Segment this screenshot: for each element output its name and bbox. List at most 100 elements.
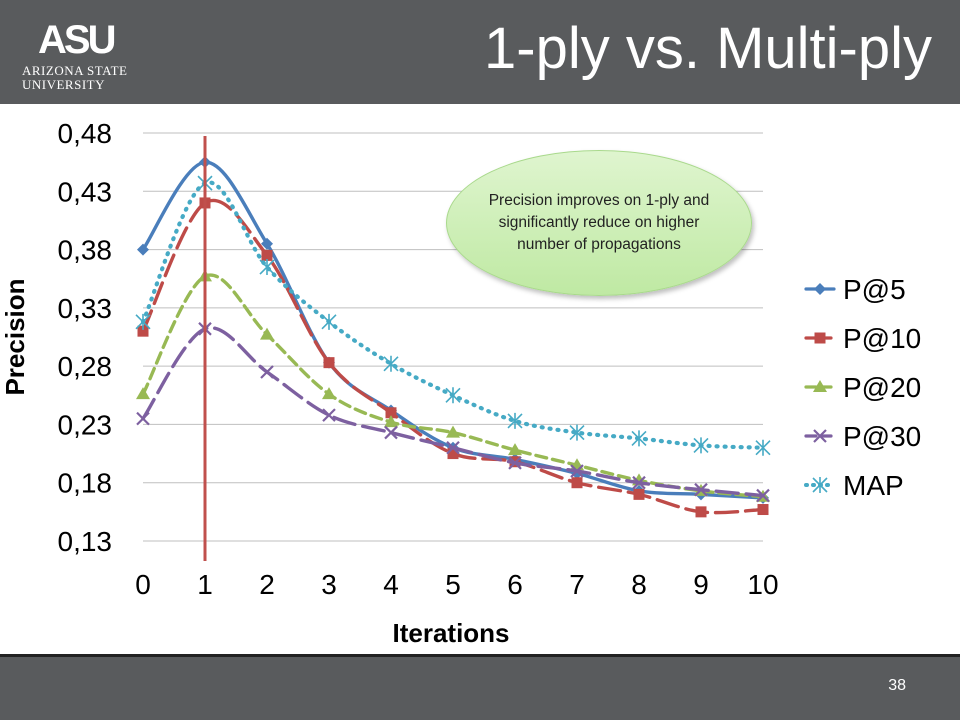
callout-text: Precision improves on 1-ply and signific… (488, 192, 710, 253)
data-point (136, 411, 150, 426)
triangle-marker (508, 443, 522, 456)
slide-header: ASU ARIZONA STATE UNIVERSITY 1-ply vs. M… (0, 0, 960, 104)
data-point (137, 243, 149, 256)
data-point (508, 456, 522, 470)
asterisk-marker (321, 313, 337, 330)
data-point (447, 448, 459, 460)
data-point (260, 327, 274, 340)
logo-line2: UNIVERSITY (22, 77, 105, 92)
x-tick-label: 9 (693, 569, 709, 600)
square-marker (323, 357, 335, 369)
data-point (755, 439, 771, 456)
x-marker (632, 475, 646, 490)
data-point (756, 488, 770, 503)
data-point (384, 415, 398, 428)
x-marker (260, 365, 274, 379)
data-point (571, 477, 583, 489)
series-line (141, 326, 765, 498)
x-tick-label: 0 (135, 569, 151, 600)
data-point (694, 482, 708, 497)
square-marker (261, 249, 273, 261)
data-point (445, 387, 461, 404)
x-tick-label: 1 (197, 569, 213, 600)
asterisk-marker (755, 439, 771, 456)
data-point (446, 425, 460, 438)
triangle-marker (260, 327, 274, 340)
data-point (814, 283, 826, 295)
x-tick-label: 7 (569, 569, 585, 600)
y-tick-label: 0,28 (58, 351, 113, 382)
data-point (570, 464, 584, 478)
data-point (632, 475, 646, 490)
y-axis-title: Precision (0, 278, 30, 395)
x-marker (446, 440, 460, 455)
x-tick-label: 8 (631, 569, 647, 600)
series-p-30 (136, 322, 770, 503)
data-point (323, 357, 335, 369)
data-point (259, 259, 275, 276)
legend-label: P@5 (843, 274, 906, 305)
y-tick-label: 0,43 (58, 176, 113, 207)
data-point (757, 504, 769, 516)
data-point (814, 332, 826, 344)
data-point (322, 387, 336, 400)
asterisk-marker (135, 313, 151, 330)
triangle-marker (813, 380, 827, 392)
x-marker (570, 464, 584, 478)
x-tick-label: 5 (445, 569, 461, 600)
data-point (137, 325, 149, 337)
asu-logo: ASU ARIZONA STATE UNIVERSITY (22, 20, 140, 95)
y-tick-label: 0,38 (58, 235, 113, 266)
x-tick-label: 6 (507, 569, 523, 600)
asterisk-marker (569, 424, 585, 441)
legend-label: P@20 (843, 372, 921, 403)
logo-line1: ARIZONA STATE (22, 63, 128, 78)
data-point (812, 477, 828, 493)
data-point (383, 355, 399, 372)
square-marker (814, 332, 826, 344)
asterisk-marker (445, 387, 461, 404)
data-point (631, 430, 647, 447)
asterisk-marker (693, 437, 709, 454)
asterisk-marker (507, 412, 523, 429)
square-marker (571, 477, 583, 489)
data-point (385, 407, 397, 419)
square-marker (757, 504, 769, 516)
data-point (693, 437, 709, 454)
asterisk-marker (812, 477, 828, 493)
callout-bubble: Precision improves on 1-ply and signific… (446, 150, 752, 296)
data-point (261, 237, 273, 250)
square-marker (695, 506, 707, 518)
slide-title: 1-ply vs. Multi-ply (484, 16, 932, 81)
asterisk-marker (383, 355, 399, 372)
legend-item: P@30 (804, 421, 921, 452)
y-tick-label: 0,13 (58, 526, 113, 557)
slide-footer: 38 (0, 657, 960, 720)
footer-divider (0, 654, 960, 657)
x-tick-label: 2 (259, 569, 275, 600)
data-point (446, 440, 460, 455)
diamond-marker (814, 283, 826, 295)
series-map (135, 175, 771, 456)
data-point (507, 412, 523, 429)
x-axis-title: Iterations (392, 618, 509, 648)
x-marker (694, 482, 708, 497)
legend-item: P@20 (804, 372, 921, 403)
data-point (261, 249, 273, 261)
square-marker (447, 448, 459, 460)
legend-label: P@30 (843, 421, 921, 452)
x-marker (756, 488, 770, 503)
legend-label: MAP (843, 470, 904, 501)
legend-item: P@10 (804, 323, 921, 354)
data-point (695, 506, 707, 518)
x-tick-label: 3 (321, 569, 337, 600)
data-point (633, 488, 645, 500)
data-point (135, 313, 151, 330)
data-point (384, 425, 398, 440)
y-tick-label: 0,23 (58, 409, 113, 440)
y-tick-label: 0,33 (58, 293, 113, 324)
page-number: 38 (888, 677, 906, 694)
legend-label: P@10 (843, 323, 921, 354)
asterisk-marker (259, 259, 275, 276)
square-marker (137, 325, 149, 337)
